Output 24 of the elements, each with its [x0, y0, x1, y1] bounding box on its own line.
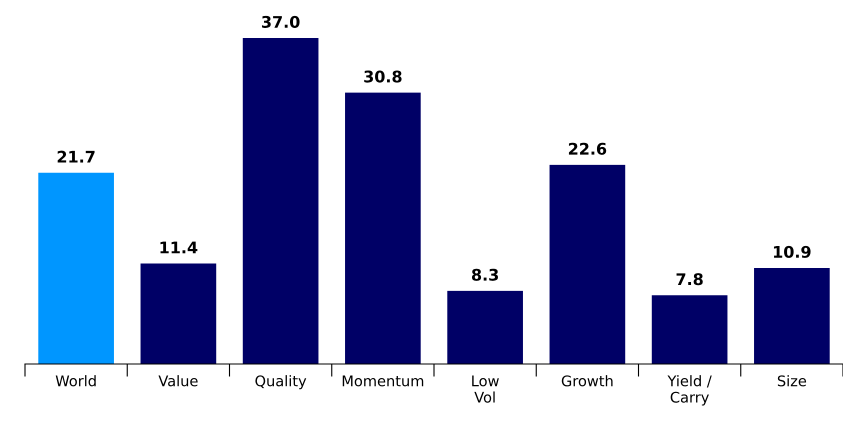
- data-label: 10.9: [774, 246, 811, 258]
- data-label: 8.3: [472, 268, 498, 281]
- bar: [550, 164, 626, 364]
- data-label: 7.8: [676, 273, 703, 286]
- data-label: 11.4: [160, 242, 198, 254]
- data-label: 21.7: [58, 150, 95, 163]
- bar: [652, 295, 728, 364]
- bar: [754, 268, 830, 364]
- bar: [140, 264, 216, 364]
- data-label: 22.6: [568, 142, 606, 155]
- x-tick-label: Growth: [562, 375, 613, 386]
- x-tick-label: Low Vol: [472, 376, 499, 403]
- x-tick-label: Value: [158, 375, 198, 386]
- x-tick-label: Quality: [255, 375, 306, 390]
- data-label: 37.0: [262, 16, 300, 28]
- bar: [447, 290, 523, 364]
- bar: [242, 38, 318, 364]
- bar: [345, 92, 421, 364]
- x-tick-label: World: [56, 375, 96, 386]
- bar: [38, 172, 114, 364]
- data-label: 30.8: [364, 70, 402, 83]
- x-tick-label: Size: [778, 375, 806, 386]
- x-tick-label: Yield / Carry: [667, 375, 712, 406]
- x-tick-label: Momentum: [342, 376, 424, 386]
